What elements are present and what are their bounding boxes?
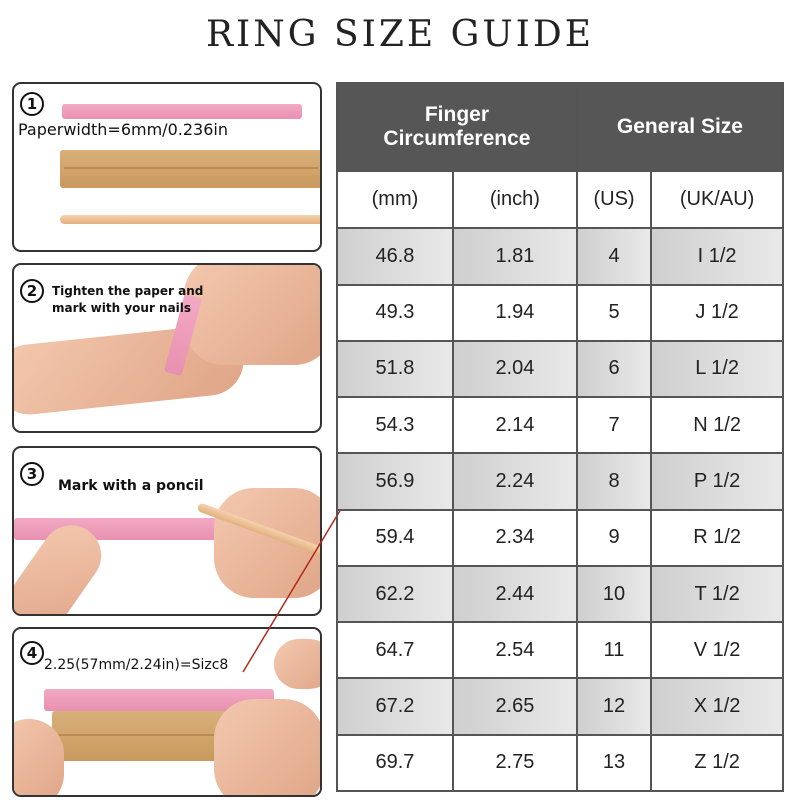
cell-inch: 2.14: [451, 396, 578, 455]
cell-us: 11: [575, 621, 653, 680]
header-finger-circumference: Finger Circumference: [336, 82, 578, 172]
cell-us: 5: [575, 283, 653, 342]
table-row: 59.4 2.34 9 R 1/2: [336, 508, 784, 567]
cell-mm: 67.2: [336, 677, 454, 736]
cell-us: 13: [575, 733, 653, 793]
step-number: 4: [20, 641, 44, 665]
table-row: 46.8 1.81 4 I 1/2: [336, 227, 784, 286]
paper-strip-image: [44, 689, 274, 711]
cell-inch: 2.75: [451, 733, 578, 793]
cell-us: 8: [575, 452, 653, 511]
step-text-line: mark with your nails: [52, 301, 192, 315]
cell-uk-au: T 1/2: [650, 564, 784, 624]
step-text: Tighten the paper and mark with your nai…: [52, 283, 203, 317]
column-header-uk-au: (UK/AU): [650, 169, 784, 230]
cell-mm: 54.3: [336, 396, 454, 455]
step-text-line: Tighten the paper and: [52, 284, 204, 298]
table-row: 69.7 2.75 13 Z 1/2: [336, 733, 784, 793]
ruler-image: [52, 711, 242, 761]
cell-us: 12: [575, 677, 653, 736]
step-text: 2.25(57mm/2.24in)=Sizc8: [44, 657, 229, 673]
step-number: 1: [20, 92, 44, 116]
header-line: Circumference: [383, 127, 531, 150]
step-3-panel: 3 Mark with a poncil: [12, 446, 322, 616]
cell-uk-au: N 1/2: [650, 396, 784, 455]
step-4-panel: 4 2.25(57mm/2.24in)=Sizc8: [12, 627, 322, 797]
cell-mm: 64.7: [336, 621, 454, 680]
table-row: 54.3 2.14 7 N 1/2: [336, 396, 784, 455]
cell-uk-au: P 1/2: [650, 452, 784, 511]
step-number: 3: [20, 462, 44, 486]
step-text: Paperwidth=6mm/0.236in: [18, 120, 228, 139]
cell-inch: 1.81: [451, 227, 578, 286]
table-row: 56.9 2.24 8 P 1/2: [336, 452, 784, 511]
cell-us: 7: [575, 396, 653, 455]
ruler-image: [60, 150, 320, 188]
step-number: 2: [20, 279, 44, 303]
header-line: Finger: [424, 103, 490, 126]
step-2-panel: 2 Tighten the paper and mark with your n…: [12, 263, 322, 433]
cell-uk-au: R 1/2: [650, 508, 784, 567]
step-1-panel: 1 Paperwidth=6mm/0.236in: [12, 82, 322, 252]
ring-size-table: Finger Circumference General Size (mm) (…: [336, 82, 785, 793]
cell-inch: 2.44: [451, 564, 578, 624]
cell-uk-au: Z 1/2: [650, 733, 784, 793]
hand-image: [184, 265, 320, 365]
cell-inch: 2.24: [451, 452, 578, 511]
cell-inch: 2.04: [451, 339, 578, 399]
table-row: 51.8 2.04 6 L 1/2: [336, 339, 784, 399]
cell-mm: 56.9: [336, 452, 454, 511]
cell-mm: 49.3: [336, 283, 454, 342]
cell-mm: 51.8: [336, 339, 454, 399]
finger-image: [274, 639, 320, 689]
cell-mm: 46.8: [336, 227, 454, 286]
column-header-us: (US): [575, 169, 653, 230]
cell-inch: 1.94: [451, 283, 578, 342]
cell-uk-au: L 1/2: [650, 339, 784, 399]
table-row: 64.7 2.54 11 V 1/2: [336, 621, 784, 680]
cell-mm: 59.4: [336, 508, 454, 567]
page-title: RING SIZE GUIDE: [205, 14, 595, 55]
cell-us: 4: [575, 227, 653, 286]
cell-us: 6: [575, 339, 653, 399]
hand-image: [214, 699, 320, 795]
cell-uk-au: X 1/2: [650, 677, 784, 736]
table-row: 62.2 2.44 10 T 1/2: [336, 564, 784, 624]
pencil-image: [60, 215, 320, 224]
cell-inch: 2.54: [451, 621, 578, 680]
cell-inch: 2.65: [451, 677, 578, 736]
paper-strip-image: [62, 104, 302, 119]
cell-uk-au: V 1/2: [650, 621, 784, 680]
cell-uk-au: J 1/2: [650, 283, 784, 342]
column-header-mm: (mm): [336, 169, 454, 230]
cell-us: 9: [575, 508, 653, 567]
cell-mm: 62.2: [336, 564, 454, 624]
cell-uk-au: I 1/2: [650, 227, 784, 286]
cell-mm: 69.7: [336, 733, 454, 793]
step-text: Mark with a poncil: [58, 478, 204, 494]
cell-us: 10: [575, 564, 653, 624]
header-general-size: General Size: [575, 82, 785, 172]
cell-inch: 2.34: [451, 508, 578, 567]
finger-image: [14, 719, 64, 795]
column-header-inch: (inch): [451, 169, 578, 230]
table-row: 67.2 2.65 12 X 1/2: [336, 677, 784, 736]
table-row: 49.3 1.94 5 J 1/2: [336, 283, 784, 342]
